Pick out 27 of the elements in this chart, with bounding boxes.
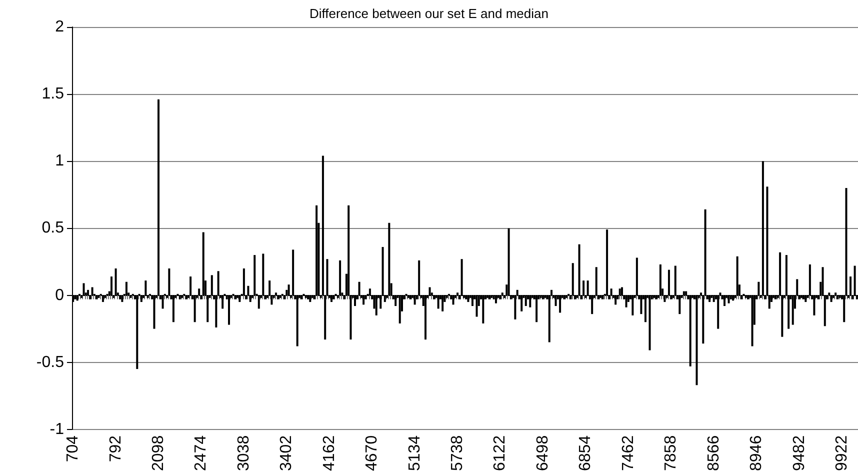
x-tick-label: 2098 xyxy=(150,435,168,471)
x-tick-label: 8566 xyxy=(705,435,722,471)
y-tick-label: 0 xyxy=(55,286,64,304)
x-tick-label: 7858 xyxy=(662,435,680,471)
x-tick-label: 792 xyxy=(107,435,124,462)
x-tick-label: 9482 xyxy=(790,435,808,471)
y-tick-label: 1 xyxy=(55,152,64,170)
x-tick-label: 5738 xyxy=(449,435,466,471)
x-tick-label: 3038 xyxy=(235,435,252,471)
y-tick-label: -0.5 xyxy=(36,354,64,371)
chart-title: Difference between our set E and median xyxy=(310,6,548,21)
x-tick-label: 3402 xyxy=(278,435,296,471)
y-tick-label: 2 xyxy=(55,18,64,36)
x-tick-label: 8946 xyxy=(748,435,766,471)
x-tick-label: 6854 xyxy=(577,435,594,471)
x-tick-label: 4670 xyxy=(364,435,381,471)
y-tick-label: 0.5 xyxy=(42,220,64,237)
x-tick-label: 5134 xyxy=(406,435,424,471)
y-tick-label: -1 xyxy=(50,420,64,438)
y-tick-label: 1.5 xyxy=(42,86,64,103)
x-tick-label: 2474 xyxy=(192,435,210,471)
x-tick-label: 6122 xyxy=(492,435,509,471)
x-tick-label: 6498 xyxy=(534,435,552,471)
x-tick-label: 9922 xyxy=(833,435,850,471)
x-tick-label: 7462 xyxy=(620,435,637,471)
x-tick-label: 4162 xyxy=(320,435,338,471)
x-tick-label: 704 xyxy=(64,435,82,462)
